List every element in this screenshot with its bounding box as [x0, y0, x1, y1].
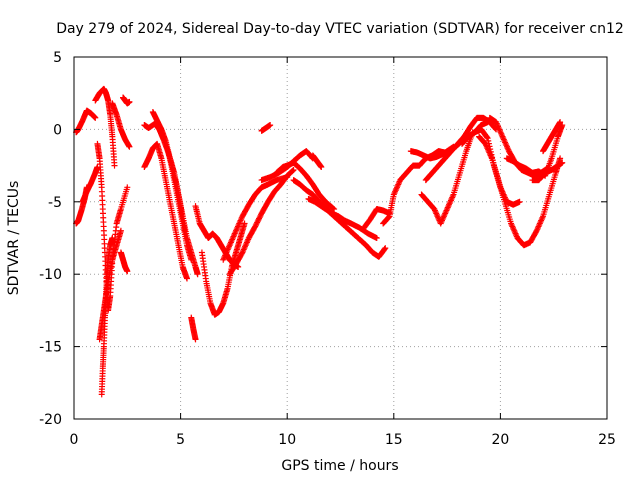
series-arc-x: [305, 195, 389, 260]
data-point: [92, 114, 99, 121]
y-tick-label: -15: [39, 340, 62, 356]
series-arc-y: [309, 152, 325, 171]
series-arc-aj: [540, 119, 564, 155]
x-axis-label: GPS time / hours: [281, 458, 398, 474]
data-point: [124, 268, 131, 275]
data-point: [318, 164, 325, 171]
data-point: [254, 218, 261, 225]
series-arc-s: [226, 166, 297, 278]
data-point: [254, 219, 261, 226]
data-point: [252, 222, 259, 229]
series-arc-c: [73, 107, 99, 136]
data-point: [117, 227, 124, 234]
data-points: [73, 85, 566, 398]
data-point: [111, 162, 118, 169]
series-arc-n: [166, 155, 201, 278]
data-point: [373, 235, 380, 241]
series-arc-h: [109, 100, 133, 150]
y-tick-label: 0: [53, 122, 62, 138]
axis-ticks: [73, 56, 608, 420]
y-tick-label: 5: [53, 50, 62, 66]
data-point: [385, 214, 392, 221]
data-point: [290, 166, 297, 173]
series-arc-i: [117, 249, 131, 275]
data-point: [241, 220, 248, 227]
data-point: [484, 135, 491, 142]
data-point: [183, 275, 190, 282]
x-tick-label: 25: [598, 432, 616, 448]
data-point: [192, 336, 199, 343]
chart-title: Day 279 of 2024, Sidereal Day-to-day VTE…: [56, 21, 624, 37]
data-point: [124, 184, 131, 191]
data-point: [330, 205, 337, 212]
x-tick-label: 5: [176, 432, 185, 448]
data-point: [109, 235, 116, 241]
data-point: [533, 228, 540, 235]
data-point: [516, 198, 523, 205]
series-arc-d: [94, 140, 131, 314]
data-point: [253, 220, 260, 227]
series-arc-l: [141, 140, 190, 282]
data-point: [331, 206, 338, 213]
data-point: [557, 155, 564, 162]
series-arc-o: [188, 314, 199, 343]
x-tick-labels: 0 5 10 15 20 25: [70, 432, 616, 448]
data-point: [252, 223, 259, 230]
series-arc-ae: [459, 126, 523, 208]
data-point: [257, 212, 264, 219]
x-tick-label: 15: [385, 432, 403, 448]
series-arc-b: [79, 164, 101, 205]
data-point: [126, 98, 133, 105]
y-axis-label: SDTVAR / TECUs: [6, 181, 22, 296]
series-arc-j: [120, 94, 133, 107]
data-point: [483, 134, 490, 141]
series-arc-af: [476, 133, 564, 249]
x-tick-label: 0: [70, 432, 79, 448]
series-arc-ad: [422, 114, 500, 184]
plot-frame: [73, 56, 608, 420]
data-point: [126, 143, 133, 150]
series-arc-q: [198, 220, 248, 318]
series-arc-f: [96, 227, 124, 343]
y-tick-label: -20: [39, 412, 62, 428]
y-tick-label: -5: [48, 195, 62, 211]
series-arc-g: [92, 85, 118, 169]
x-tick-label: 20: [491, 432, 509, 448]
y-tick-labels: 5 0 -5 -10 -15 -20: [39, 50, 62, 428]
data-point: [256, 215, 263, 222]
data-point: [238, 250, 245, 257]
series-arc-v: [273, 159, 338, 213]
data-point: [194, 271, 201, 278]
data-point: [256, 214, 263, 221]
data-point: [381, 246, 388, 253]
data-point: [255, 216, 262, 223]
series-arc-ai: [529, 159, 566, 184]
x-tick-label: 10: [278, 432, 296, 448]
data-point: [485, 137, 492, 144]
data-point: [559, 159, 566, 166]
y-tick-label: -10: [39, 267, 62, 283]
data-point: [557, 119, 564, 126]
series-arc-ac: [418, 129, 476, 227]
data-point: [267, 122, 274, 129]
series-arc-t: [258, 122, 274, 134]
data-point: [382, 245, 389, 252]
